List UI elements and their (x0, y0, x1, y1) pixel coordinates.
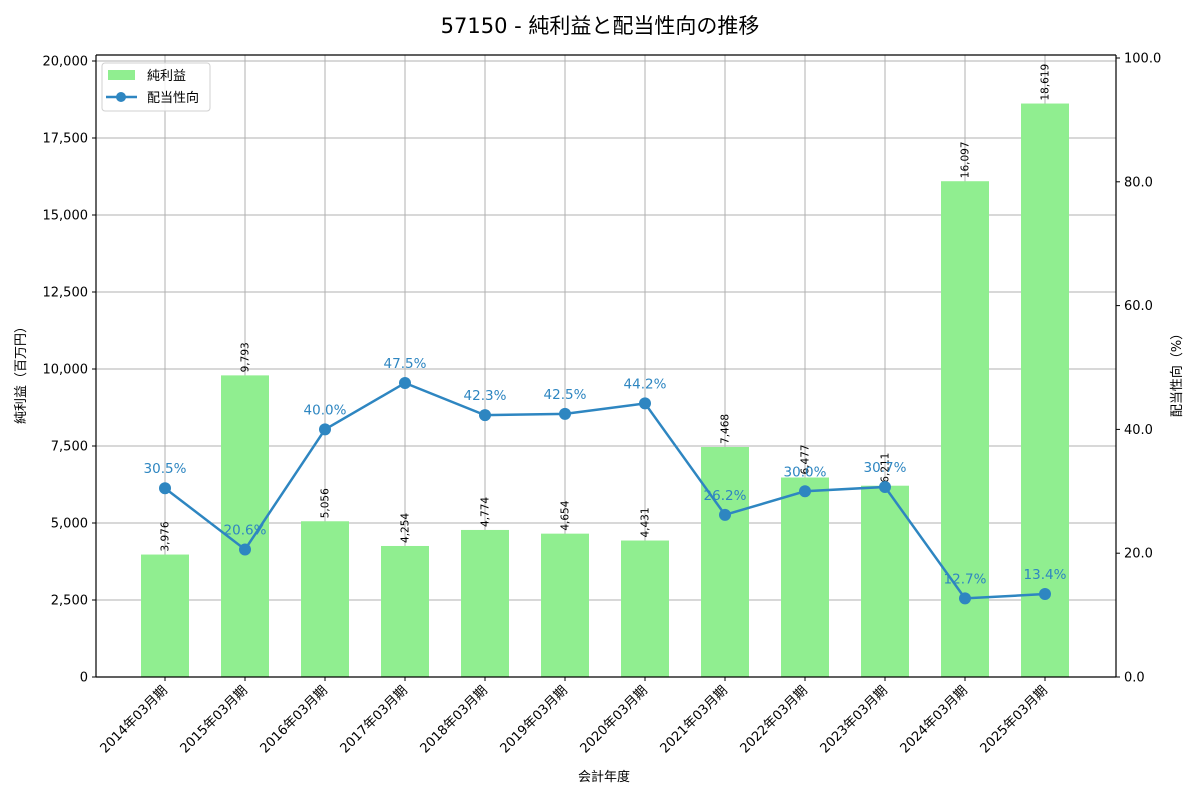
payout-ratio-label: 12.7% (944, 571, 987, 587)
y-left-tick-label: 5,000 (51, 517, 88, 532)
x-tick-label: 2017年03月期 (338, 683, 411, 756)
x-tick-label: 2020年03月期 (578, 683, 651, 756)
legend: 純利益 配当性向 (101, 62, 211, 112)
payout-ratio-label: 40.0% (304, 402, 347, 418)
x-tick-label: 2015年03月期 (178, 683, 251, 756)
x-tick-label: 2016年03月期 (258, 683, 331, 756)
data-point-marker-icon (959, 592, 971, 605)
payout-ratio-label: 26.2% (704, 488, 747, 504)
payout-ratio-label: 30.5% (144, 461, 187, 477)
x-tick-label: 2023年03月期 (818, 683, 891, 756)
x-tick-label: 2022年03月期 (738, 683, 811, 756)
y-left-axis-ticks: 0 2,500 5,000 7,500 10,000 12,500 15,000 17,500… (43, 55, 96, 686)
y-left-axis-label: 純利益（百万円） (14, 320, 29, 424)
x-tick-label: 2024年03月期 (898, 683, 971, 756)
legend-bar-swatch-icon (108, 70, 135, 80)
y-right-tick-label: 60.0 (1124, 299, 1153, 314)
bar-2025年03月期 (1021, 103, 1069, 678)
y-left-tick-label: 12,500 (43, 286, 89, 301)
payout-ratio-label: 44.2% (624, 376, 667, 392)
payout-ratio-label: 42.3% (464, 388, 507, 404)
y-right-tick-label: 20.0 (1124, 547, 1153, 562)
payout-ratio-label: 30.7% (864, 460, 907, 476)
y-right-axis-label: 配当性向（%） (1169, 327, 1185, 417)
payout-ratio-line (164, 381, 1046, 600)
bar-2020年03月期 (621, 540, 669, 677)
payout-ratio-label: 20.6% (224, 522, 267, 538)
bar-value-label: 3,976 (160, 521, 172, 551)
bar-value-label: 4,774 (480, 497, 492, 527)
data-point-marker-icon (879, 480, 891, 493)
data-point-marker-icon (1039, 588, 1051, 601)
y-left-tick-label: 17,500 (43, 132, 89, 147)
y-left-tick-label: 2,500 (51, 594, 88, 609)
bar-value-label: 4,654 (560, 500, 572, 530)
bar-series (141, 103, 1069, 678)
payout-ratio-label: 47.5% (384, 356, 427, 372)
line-series (159, 376, 1051, 605)
y-left-tick-label: 7,500 (51, 440, 88, 455)
chart-title: 57150 - 純利益と配当性向の推移 (440, 14, 760, 38)
data-point-marker-icon (479, 409, 491, 422)
x-tick-label: 2019年03月期 (498, 683, 571, 756)
data-point-marker-icon (719, 508, 731, 521)
x-axis-ticks: 2014年03月期 2015年03月期 2016年03月期 2017年03月期 2018… (98, 677, 1051, 757)
bar-2022年03月期 (781, 477, 829, 677)
data-point-marker-icon (799, 485, 811, 498)
x-tick-label: 2018年03月期 (418, 683, 491, 756)
bar-value-label: 6,477 (800, 444, 812, 474)
data-point-marker-icon (399, 376, 411, 389)
data-point-marker-icon (319, 423, 331, 436)
bar-value-label: 9,793 (240, 342, 252, 372)
data-point-marker-icon (159, 482, 171, 495)
legend-item-payout-ratio: 配当性向 (147, 90, 199, 106)
axes (95, 54, 1117, 678)
y-left-tick-label: 20,000 (43, 55, 89, 70)
y-left-tick-label: 15,000 (43, 209, 89, 224)
bar-2019年03月期 (541, 533, 589, 677)
bar-value-label: 18,619 (1040, 64, 1052, 101)
bar-2017年03月期 (381, 545, 429, 677)
y-right-axis-ticks: 0.0 20.0 40.0 60.0 80.0 100.0 (1116, 52, 1161, 686)
y-right-tick-label: 0.0 (1124, 671, 1145, 686)
y-right-tick-label: 40.0 (1124, 423, 1153, 438)
x-tick-label: 2021年03月期 (658, 683, 731, 756)
legend-item-net-income: 純利益 (147, 69, 186, 84)
x-tick-label: 2025年03月期 (978, 683, 1051, 756)
legend-marker-icon (116, 92, 126, 102)
y-left-tick-label: 0 (80, 671, 88, 686)
bar-2023年03月期 (861, 485, 909, 677)
bar-value-label: 5,056 (320, 488, 332, 518)
y-right-tick-label: 80.0 (1124, 175, 1153, 190)
line-value-labels: 30.5% 20.6% 40.0% 47.5% 42.3% 42.5% 44.2% 26.2%… (144, 356, 1067, 587)
bar-value-label: 4,431 (640, 507, 652, 537)
bar-2018年03月期 (461, 529, 509, 677)
bar-2016年03月期 (301, 521, 349, 677)
x-tick-label: 2014年03月期 (98, 683, 171, 756)
payout-ratio-label: 13.4% (1024, 567, 1067, 583)
bar-value-label: 4,254 (400, 513, 412, 543)
payout-ratio-label: 30.0% (784, 464, 827, 480)
y-right-tick-label: 100.0 (1124, 52, 1161, 67)
data-point-marker-icon (639, 397, 651, 410)
bar-value-label: 16,097 (960, 141, 972, 178)
bar-2014年03月期 (141, 554, 189, 677)
y-left-tick-label: 10,000 (43, 363, 89, 378)
bar-2021年03月期 (701, 446, 749, 677)
bar-value-label: 6,211 (880, 453, 892, 483)
data-point-marker-icon (239, 543, 251, 556)
bar-value-labels: 3,976 9,793 5,056 4,254 4,774 4,654 4,431 7,468… (160, 64, 1052, 552)
bar-value-label: 7,468 (720, 414, 732, 444)
payout-ratio-label: 42.5% (544, 387, 587, 403)
x-axis-label: 会計年度 (578, 769, 630, 785)
data-point-marker-icon (559, 407, 571, 420)
